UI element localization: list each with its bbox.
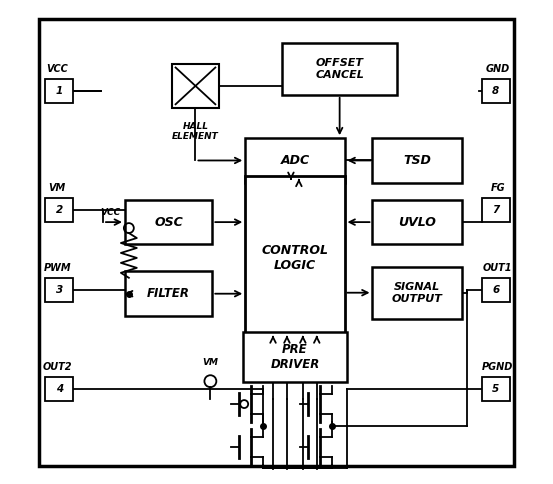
Bar (482, 79, 510, 103)
Text: HALL
ELEMENT: HALL ELEMENT (172, 122, 219, 141)
Text: OUT1: OUT1 (483, 263, 513, 273)
Text: 7: 7 (492, 205, 499, 215)
Bar (373, 267, 462, 318)
Text: 4: 4 (56, 384, 63, 394)
Bar (45, 79, 73, 103)
Text: GND: GND (486, 64, 510, 74)
Bar (39, 19, 514, 466)
Bar (245, 138, 345, 183)
Bar (125, 200, 212, 244)
Text: VM: VM (202, 358, 218, 367)
Bar (482, 198, 510, 222)
Bar (45, 198, 73, 222)
Bar (373, 200, 462, 244)
Text: OUT2: OUT2 (43, 362, 72, 372)
Text: 6: 6 (492, 285, 499, 295)
Bar (171, 63, 220, 108)
Bar (125, 272, 212, 316)
Text: 8: 8 (492, 86, 499, 96)
Text: PWM: PWM (44, 263, 71, 273)
Bar (283, 43, 397, 95)
Text: VCC: VCC (101, 208, 121, 217)
Text: 3: 3 (56, 285, 63, 295)
Text: ADC: ADC (280, 154, 310, 167)
Text: PGND: PGND (482, 362, 513, 372)
Text: CONTROL
LOGIC: CONTROL LOGIC (262, 244, 328, 272)
Text: 2: 2 (56, 205, 63, 215)
Text: 1: 1 (56, 86, 63, 96)
Text: VM: VM (49, 183, 66, 193)
Bar (45, 278, 73, 302)
Text: FILTER: FILTER (147, 287, 190, 300)
Text: VCC: VCC (46, 64, 68, 74)
Text: OSC: OSC (154, 215, 183, 228)
Text: OFFSET
CANCEL: OFFSET CANCEL (315, 58, 364, 80)
Bar (482, 377, 510, 401)
Text: 5: 5 (492, 384, 499, 394)
Text: UVLO: UVLO (398, 215, 436, 228)
Text: PRE
DRIVER: PRE DRIVER (270, 343, 320, 371)
Bar (45, 377, 73, 401)
Text: TSD: TSD (403, 154, 431, 167)
Text: SIGNAL
OUTPUT: SIGNAL OUTPUT (392, 282, 442, 303)
Bar (243, 333, 347, 382)
Bar (373, 138, 462, 183)
Bar (245, 176, 345, 340)
Bar (482, 278, 510, 302)
Text: FG: FG (491, 183, 505, 193)
